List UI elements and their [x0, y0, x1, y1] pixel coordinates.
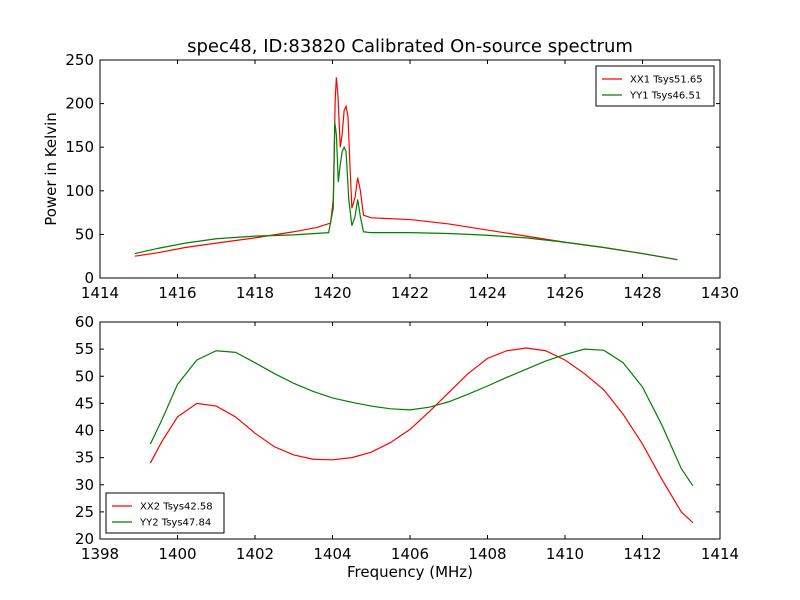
y-tick-label: 50: [75, 225, 94, 243]
y-tick-label: 55: [75, 340, 94, 358]
series-line-0-0: [134, 77, 678, 261]
y-tick-label: 45: [75, 394, 94, 412]
x-tick-label: 1398: [81, 545, 119, 563]
x-tick-label: 1406: [391, 545, 429, 563]
y-tick-label: 100: [65, 182, 94, 200]
x-tick-label: 1418: [236, 284, 274, 302]
x-tick-label: 1402: [236, 545, 274, 563]
x-tick-label: 1424: [468, 284, 506, 302]
x-tick-label: 1422: [391, 284, 429, 302]
legend-label: XX2 Tsys42.58: [140, 502, 213, 513]
y-tick-label: 60: [75, 313, 94, 331]
y-tick-label: 30: [75, 476, 94, 494]
x-tick-label: 1414: [81, 284, 119, 302]
x-tick-label: 1410: [546, 545, 584, 563]
y-tick-label: 25: [75, 503, 94, 521]
legend-label: YY1 Tsys46.51: [629, 91, 701, 102]
chart-title: spec48, ID:83820 Calibrated On-source sp…: [187, 36, 633, 57]
x-tick-label: 1404: [313, 545, 351, 563]
y-tick-label: 250: [65, 51, 94, 69]
y-axis-label: Power in Kelvin: [42, 112, 60, 226]
y-tick-label: 35: [75, 449, 94, 467]
legend-1: XX2 Tsys42.58 YY2 Tsys47.84: [105, 492, 225, 534]
bottom-panel: 1398 1400 1402 1404 1406 1408 1410 1412 1414 20 25…: [75, 313, 739, 581]
legend-0: XX1 Tsys51.65 YY1 Tsys46.51: [595, 65, 715, 107]
x-tick-label: 1408: [468, 545, 506, 563]
top-panel: 1414 1416 1418 1420 1422 1424 1426 1428 1430 0 50 1…: [42, 36, 739, 302]
legend-label: YY2 Tsys47.84: [139, 518, 211, 529]
series-line-1-1: [149, 348, 694, 487]
x-tick-label: 1412: [623, 545, 661, 563]
x-tick-label: 1430: [701, 284, 739, 302]
y-tick-label: 40: [75, 422, 94, 440]
legend-box: [595, 65, 715, 107]
y-tick-label: 0: [84, 269, 94, 287]
x-tick-label: 1414: [701, 545, 739, 563]
series-line-1-0: [149, 347, 694, 524]
x-axis-label: Frequency (MHz): [347, 563, 473, 581]
y-tick-label: 200: [65, 95, 94, 113]
y-tick-label: 50: [75, 367, 94, 385]
y-tick-label: 20: [75, 530, 94, 548]
x-tick-label: 1420: [313, 284, 351, 302]
x-tick-label: 1416: [158, 284, 196, 302]
y-tick-label: 150: [65, 138, 94, 156]
x-tick-label: 1426: [546, 284, 584, 302]
x-tick-label: 1400: [158, 545, 196, 563]
legend-label: XX1 Tsys51.65: [630, 75, 703, 86]
legend-box: [105, 492, 225, 534]
series-line-0-1: [134, 122, 678, 261]
x-tick-label: 1428: [623, 284, 661, 302]
